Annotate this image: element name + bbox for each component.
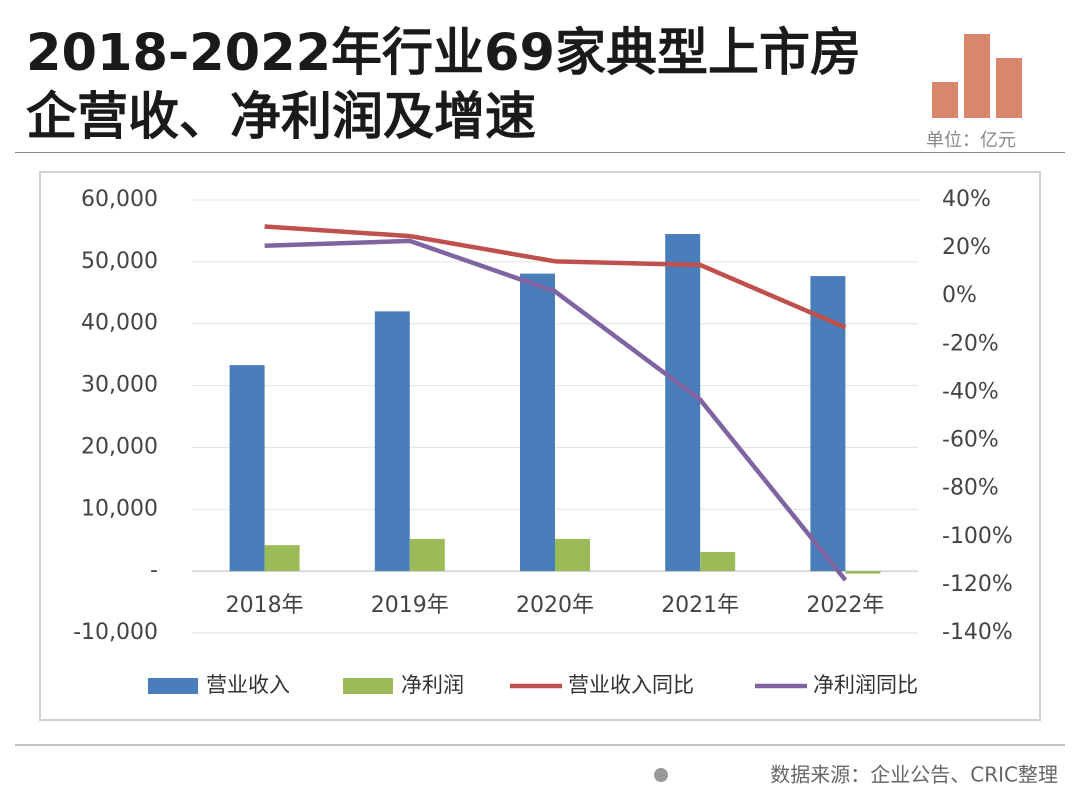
line: [264, 238, 848, 582]
bar: [229, 365, 265, 572]
x-tick-label: 2018年: [226, 593, 304, 618]
unit-label: 单位：亿元: [926, 130, 1016, 151]
bar: [845, 571, 881, 574]
legend-swatch: [343, 678, 393, 694]
legend-swatch: [148, 678, 198, 694]
bar: [700, 551, 736, 572]
source: 数据来源：企业公告、CRIC整理: [770, 763, 1058, 787]
y-tick-label: 20,000: [81, 434, 158, 459]
y2-tick-label: -80%: [942, 476, 999, 501]
unit-icon: [932, 34, 1022, 118]
legend-label: 营业收入: [206, 673, 290, 697]
y-tick-label: -: [150, 558, 158, 583]
y2-tick-label: -140%: [942, 620, 1013, 645]
y2-tick-label: -100%: [942, 524, 1013, 549]
y2-tick-label: 40%: [942, 187, 991, 212]
legend-label: 净利润同比: [813, 673, 918, 697]
line: [264, 224, 847, 330]
y2-tick-label: -20%: [942, 331, 999, 356]
divider: [15, 152, 1065, 153]
chart-title: 2018-2022年行业69家典型上市房企营收、净利润及增速: [26, 24, 862, 147]
y-tick-label: 30,000: [81, 373, 158, 398]
bar: [264, 545, 300, 572]
y2-tick-label: 20%: [942, 235, 991, 260]
bullet: [654, 768, 668, 782]
bar: [520, 273, 555, 572]
y2-tick-label: -60%: [942, 428, 999, 453]
y-tick-label: 60,000: [81, 187, 158, 212]
legend-label: 净利润: [401, 673, 464, 697]
x-tick-label: 2020年: [516, 593, 594, 618]
x-tick-label: 2019年: [371, 593, 449, 618]
chart-frame: [39, 171, 1041, 721]
legend-label: 营业收入同比: [568, 673, 694, 697]
bar: [555, 538, 590, 572]
bar: [374, 311, 410, 572]
y-tick-label: 40,000: [81, 311, 158, 336]
y-tick-label: 10,000: [81, 496, 158, 521]
y2-tick-label: -40%: [942, 379, 999, 404]
bar: [409, 538, 445, 572]
bar: [665, 234, 701, 572]
y2-tick-label: 0%: [942, 283, 977, 308]
x-tick-label: 2021年: [661, 593, 739, 618]
y-tick-label: 50,000: [81, 249, 158, 274]
y2-tick-label: -120%: [942, 572, 1013, 597]
x-tick-label: 2022年: [806, 593, 884, 618]
y-tick-label: -10,000: [73, 620, 158, 645]
